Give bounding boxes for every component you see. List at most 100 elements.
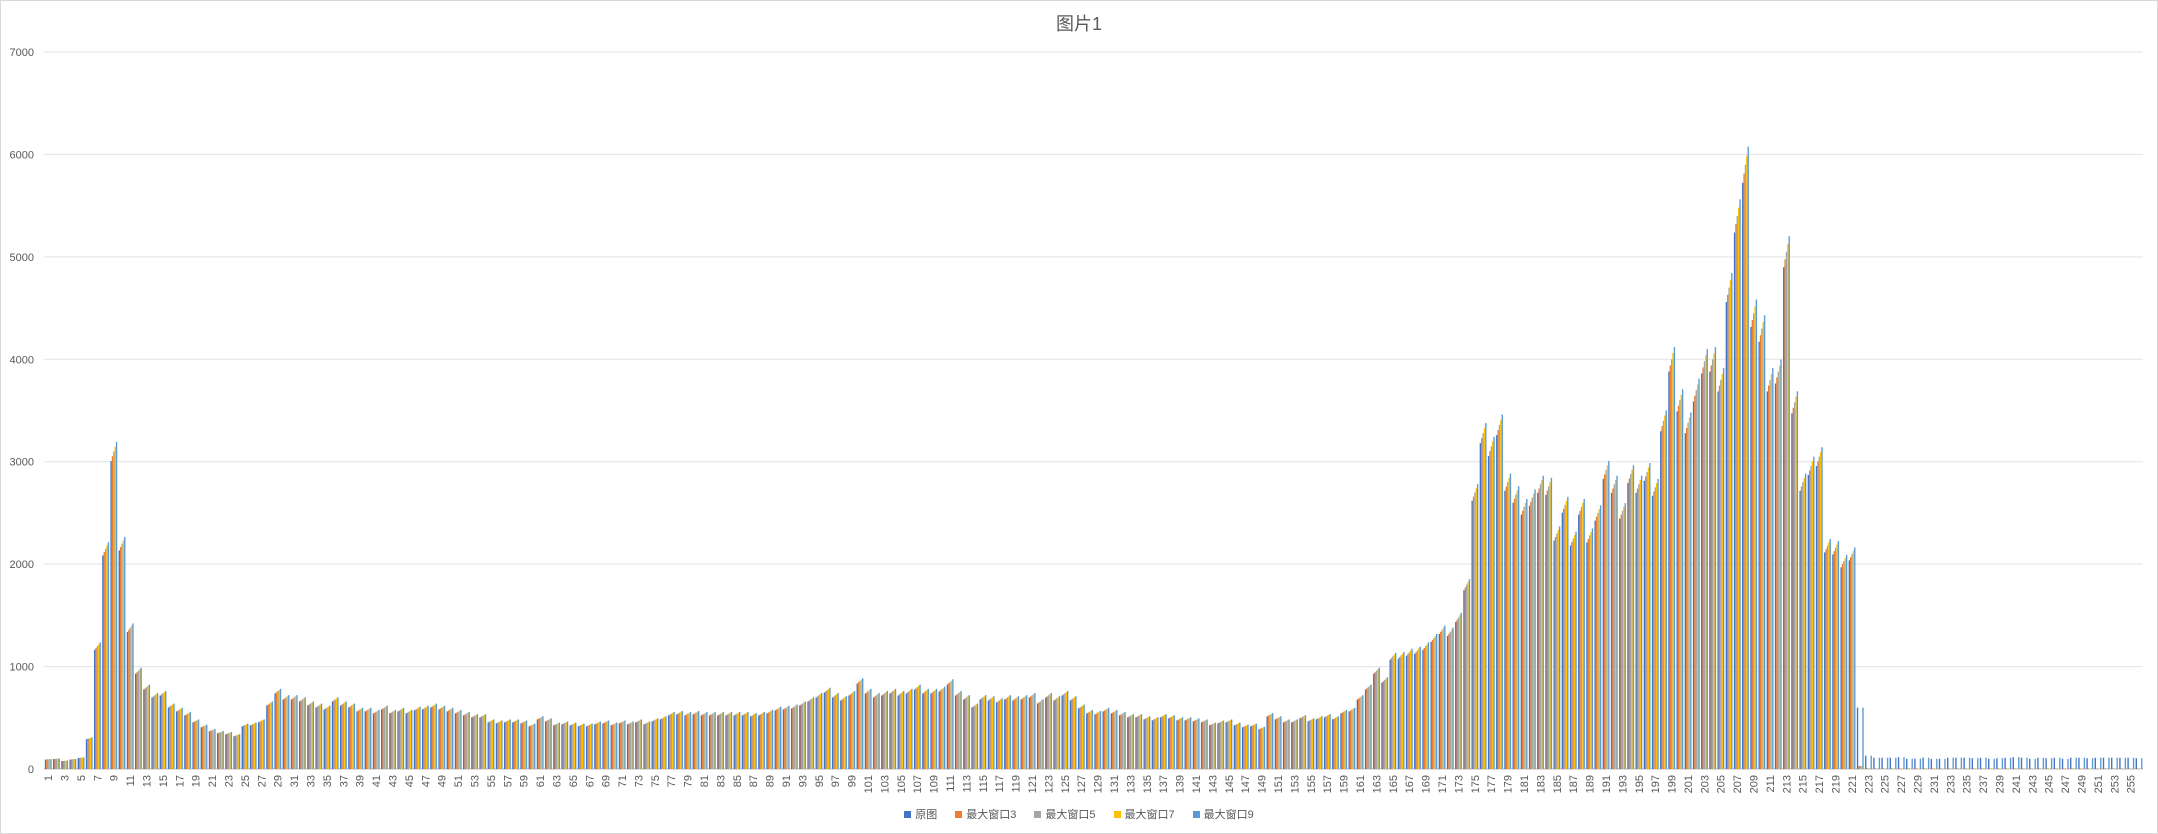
x-tick-label: 145 [1224, 775, 1236, 793]
bar [195, 721, 196, 769]
bar [2035, 759, 2036, 769]
bar [555, 725, 556, 769]
bar [203, 726, 204, 769]
x-tick-label: 15 [158, 775, 170, 787]
bar [966, 697, 967, 769]
bar [351, 705, 352, 769]
bar [1459, 615, 1460, 769]
bar [1887, 758, 1888, 769]
bar [1086, 713, 1087, 769]
bar [468, 712, 469, 769]
bar [526, 720, 527, 769]
x-tick-label: 181 [1519, 775, 1531, 793]
bar [746, 713, 747, 769]
bar [1469, 579, 1470, 769]
bar [1130, 716, 1131, 769]
bar [414, 710, 415, 769]
bar [1522, 511, 1523, 769]
bar [225, 734, 226, 769]
bar [2075, 758, 2076, 769]
bar [2018, 757, 2019, 769]
x-tick-label: 203 [1699, 775, 1711, 793]
bar [1111, 713, 1112, 769]
bar [1767, 391, 1768, 769]
bar [1392, 656, 1393, 769]
bar [1346, 710, 1347, 769]
bar [1190, 717, 1191, 769]
bar [1910, 768, 1911, 769]
bar [1440, 632, 1441, 769]
bar [1559, 526, 1560, 769]
bar [820, 694, 821, 769]
bar [2045, 758, 2046, 769]
bar [102, 555, 103, 769]
bar [2033, 768, 2034, 769]
bar [719, 715, 720, 769]
bar [377, 711, 378, 769]
bar [1059, 696, 1060, 769]
bar [2002, 758, 2003, 769]
bar [1443, 628, 1444, 769]
bar [1690, 412, 1691, 769]
x-tick-label: 173 [1453, 775, 1465, 793]
bar [1025, 696, 1026, 769]
bar [1414, 654, 1415, 769]
bar [780, 707, 781, 769]
bar [157, 693, 158, 769]
bar [1426, 644, 1427, 769]
bar [1748, 147, 1749, 769]
bar [1312, 719, 1313, 769]
bar [1679, 400, 1680, 769]
x-tick-label: 67 [584, 775, 596, 787]
bar [1083, 705, 1084, 769]
bar [1215, 723, 1216, 769]
bar [829, 688, 830, 769]
bar [647, 722, 648, 769]
bar [508, 720, 509, 769]
bar [1510, 474, 1511, 769]
bar [952, 679, 953, 769]
bar [304, 697, 305, 769]
bar [1031, 695, 1032, 769]
bar [654, 720, 655, 769]
bar [668, 715, 669, 769]
bar [317, 706, 318, 769]
bar [1631, 470, 1632, 769]
bar [850, 694, 851, 769]
x-tick-label: 237 [1978, 775, 1990, 793]
bar [1385, 679, 1386, 769]
bar [1599, 509, 1600, 769]
bar [721, 713, 722, 769]
bar [1525, 503, 1526, 769]
bar [606, 721, 607, 769]
bar [678, 714, 679, 769]
x-tick-label: 175 [1470, 775, 1482, 793]
bar [1485, 423, 1486, 769]
bar [1817, 461, 1818, 769]
bar [926, 690, 927, 769]
bar [1180, 718, 1181, 769]
bar [1743, 174, 1744, 769]
bar [1547, 491, 1548, 769]
bar [1701, 374, 1702, 769]
x-tick-label: 119 [1011, 775, 1023, 793]
x-tick-label: 31 [289, 775, 301, 787]
bar [227, 734, 228, 769]
bar [201, 727, 202, 769]
bar [1728, 288, 1729, 769]
bar [1615, 480, 1616, 769]
bar [263, 719, 264, 769]
bar [1123, 713, 1124, 769]
bar [460, 710, 461, 769]
bar [209, 731, 210, 769]
bar [239, 734, 240, 769]
bar [1845, 558, 1846, 769]
bar [1820, 452, 1821, 769]
bar [1543, 476, 1544, 769]
bar [941, 689, 942, 769]
bar [352, 705, 353, 769]
bar [1018, 696, 1019, 769]
bar [769, 712, 770, 769]
bar [1548, 486, 1549, 769]
bar [1812, 461, 1813, 769]
